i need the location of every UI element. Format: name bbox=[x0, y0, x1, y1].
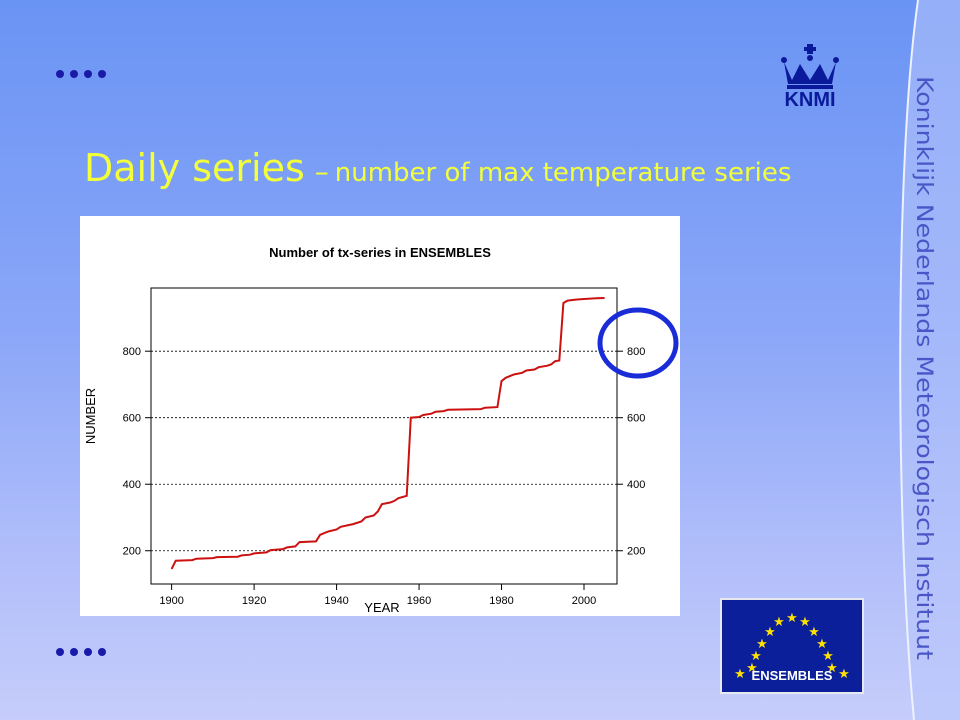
x-tick-label: 1940 bbox=[324, 595, 348, 607]
slide-title-main: Daily series bbox=[84, 146, 305, 190]
bullet-dot bbox=[98, 70, 106, 78]
bullet-dot bbox=[70, 70, 78, 78]
bullet-dot bbox=[84, 70, 92, 78]
ensembles-logo-graphic: ★ ★ ★ ★ ★ ★ ★ ★ ★ ★ ★ ★ ★ ENSEMBLES bbox=[734, 611, 850, 683]
star-icon: ★ bbox=[773, 615, 785, 630]
star-icon: ★ bbox=[816, 637, 828, 652]
slide-title-dash: – bbox=[314, 155, 329, 188]
y-tick-label: 600 bbox=[123, 413, 141, 425]
x-axis-label: YEAR bbox=[364, 600, 399, 615]
x-tick-label: 1920 bbox=[242, 595, 266, 607]
series-line bbox=[170, 297, 605, 570]
chart-panel: Number of tx-series in ENSEMBLES YEAR NU… bbox=[80, 216, 680, 616]
slide-title: Daily series – number of max temperature s… bbox=[84, 146, 791, 190]
ensembles-logo-text: ENSEMBLES bbox=[752, 668, 833, 683]
y-tick-label: 200 bbox=[123, 546, 141, 558]
right-y-tick-label: 600 bbox=[627, 413, 645, 425]
bullet-dot bbox=[56, 70, 64, 78]
y-tick-label: 800 bbox=[123, 346, 141, 358]
x-tick-label: 1900 bbox=[159, 595, 183, 607]
knmi-logo: KNMI bbox=[781, 44, 839, 108]
x-tick-label: 2000 bbox=[572, 595, 596, 607]
star-icon: ★ bbox=[786, 611, 798, 626]
x-tick-label: 1960 bbox=[407, 595, 431, 607]
line-chart: Number of tx-series in ENSEMBLES YEAR NU… bbox=[83, 245, 679, 615]
bullet-dot bbox=[98, 648, 106, 656]
star-icon: ★ bbox=[838, 667, 850, 682]
star-icon: ★ bbox=[750, 649, 762, 664]
star-icon: ★ bbox=[826, 661, 838, 676]
star-icon: ★ bbox=[764, 625, 776, 640]
ensembles-logo: ★ ★ ★ ★ ★ ★ ★ ★ ★ ★ ★ ★ ★ ENSEMBLES bbox=[720, 598, 864, 694]
slide-title-sub: number of max temperature series bbox=[334, 158, 792, 188]
star-icon: ★ bbox=[799, 615, 811, 630]
right-y-tick-label: 200 bbox=[627, 546, 645, 558]
plot-frame bbox=[150, 287, 618, 585]
chart-title: Number of tx-series in ENSEMBLES bbox=[269, 245, 491, 260]
star-icon: ★ bbox=[746, 661, 758, 676]
institute-name: Koninklijk Nederlands Meteorologisch Ins… bbox=[911, 76, 936, 660]
y-tick-label: 400 bbox=[123, 479, 141, 491]
star-icon: ★ bbox=[808, 625, 820, 640]
x-tick-label: 1980 bbox=[489, 595, 513, 607]
star-icon: ★ bbox=[756, 637, 768, 652]
bullet-dot bbox=[56, 648, 64, 656]
star-icon: ★ bbox=[822, 649, 834, 664]
side-vertical-text: Koninklijk Nederlands Meteorologisch Ins… bbox=[911, 76, 936, 660]
bottom-bullet-dots bbox=[56, 648, 106, 656]
y-axis-label: NUMBER bbox=[83, 388, 98, 444]
bullet-dot bbox=[84, 648, 92, 656]
top-bullet-dots bbox=[56, 70, 106, 78]
right-y-tick-label: 800 bbox=[627, 346, 645, 358]
star-icon: ★ bbox=[734, 667, 746, 682]
right-y-tick-label: 400 bbox=[627, 479, 645, 491]
highlight-circle bbox=[597, 307, 679, 379]
bullet-dot bbox=[70, 648, 78, 656]
knmi-logo-text: KNMI bbox=[784, 89, 835, 108]
